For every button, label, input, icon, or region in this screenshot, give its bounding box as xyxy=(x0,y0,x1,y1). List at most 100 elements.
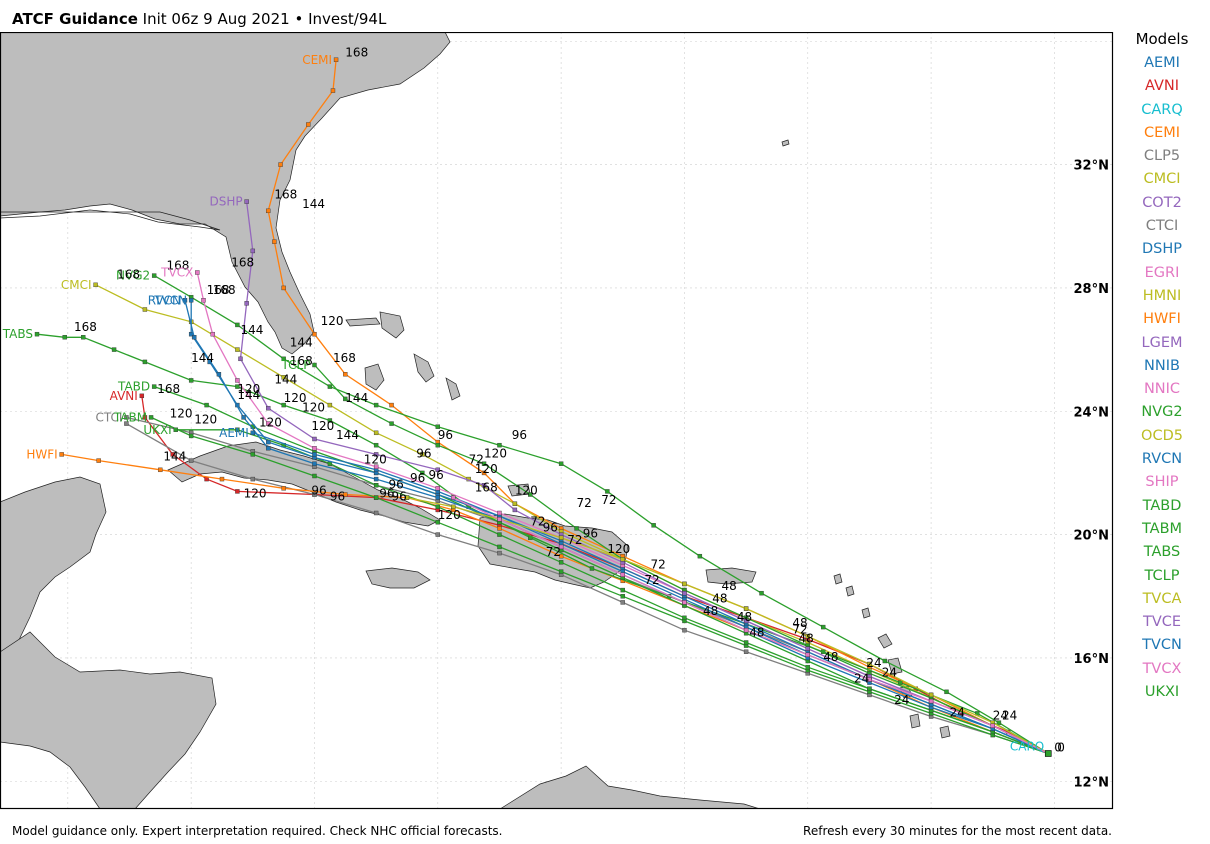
legend-item-tabm[interactable]: TABM xyxy=(1141,520,1183,537)
legend-item-tabd[interactable]: TABD xyxy=(1142,497,1182,514)
track-point xyxy=(312,331,317,337)
track-point xyxy=(743,618,749,624)
legend-item-ctci[interactable]: CTCI xyxy=(1145,218,1179,235)
forecast-hour-label: 96 xyxy=(330,490,345,504)
forecast-hour-label: 24 xyxy=(854,672,869,686)
legend-item-tvcx[interactable]: TVCX xyxy=(1142,660,1182,677)
legend-item-cot2[interactable]: COT2 xyxy=(1142,194,1182,211)
forecast-hour-label: 120 xyxy=(515,484,538,498)
track-point xyxy=(235,378,240,383)
track-ocd5[interactable] xyxy=(406,496,1049,755)
track-point xyxy=(389,421,394,426)
track-point xyxy=(928,698,934,704)
legend-item-tvcn[interactable]: TVCN xyxy=(1142,637,1182,654)
legend-item-ukxi[interactable]: UKXI xyxy=(1144,684,1180,701)
forecast-hour-label: 24 xyxy=(993,709,1008,723)
track-point xyxy=(81,335,86,340)
legend-item-carq[interactable]: CARQ xyxy=(1141,101,1183,118)
track-point xyxy=(312,446,317,451)
legend-item-lgem[interactable]: LGEM xyxy=(1141,334,1183,351)
track-point xyxy=(235,489,240,494)
track-point xyxy=(201,298,206,303)
forecast-hour-label: 168 xyxy=(333,351,356,365)
track-point xyxy=(278,162,283,167)
track-point xyxy=(558,560,564,565)
guidance-map[interactable]: 2448120120168AVNI72120144168CEMI4872120C… xyxy=(0,32,1114,810)
track-point xyxy=(188,378,194,383)
track-point xyxy=(589,566,595,571)
origin-hour-label: 0 xyxy=(1054,741,1062,755)
track-point xyxy=(250,430,256,436)
legend-item-cemi[interactable]: CEMI xyxy=(1143,124,1181,141)
track-point xyxy=(497,550,502,556)
forecast-hour-labels: 2448120120168AVNI72120144168CEMI4872120C… xyxy=(2,46,1065,757)
forecast-hour-label: 120 xyxy=(244,487,267,501)
legend-items: AEMI AVNI CARQ CEMI CLP5 CMCI COT2 CTCI DSHP EGRI… xyxy=(1118,52,1206,704)
track-point xyxy=(195,270,200,275)
landmass-bahamas-grand xyxy=(345,317,381,327)
landmass-puerto-rico xyxy=(705,567,757,585)
track-point xyxy=(497,510,502,516)
track-aemi[interactable] xyxy=(252,432,1049,755)
map-frame xyxy=(0,32,1114,810)
forecast-hour-label: 48 xyxy=(792,616,807,630)
track-model-label: TVCX xyxy=(160,266,193,280)
landmass-bahamas-andros xyxy=(364,363,385,391)
forecast-hour-label: 72 xyxy=(644,573,659,587)
track-point xyxy=(373,430,379,436)
forecast-hour-label: 72 xyxy=(469,453,484,467)
legend-item-cmci[interactable]: CMCI xyxy=(1143,171,1181,188)
legend-item-egri[interactable]: EGRI xyxy=(1144,264,1180,281)
legend-item-nvg2[interactable]: NVG2 xyxy=(1141,404,1183,421)
legend-item-tabs[interactable]: TABS xyxy=(1143,544,1181,561)
track-point xyxy=(605,489,610,494)
legend-item-ocd5[interactable]: OCD5 xyxy=(1141,427,1183,444)
legend-item-tclp[interactable]: TCLP xyxy=(1144,567,1180,584)
legend-item-dshp[interactable]: DSHP xyxy=(1141,241,1183,258)
legend-item-rvcn[interactable]: RVCN xyxy=(1141,451,1183,468)
track-model-label: AEMI xyxy=(219,426,249,440)
track-point xyxy=(481,461,487,466)
track-nvg2[interactable] xyxy=(153,275,1049,755)
forecast-hour-label: 168 xyxy=(290,354,313,368)
track-point xyxy=(250,476,256,482)
legend-item-ship[interactable]: SHIP xyxy=(1145,474,1179,491)
legend-item-tvce[interactable]: TVCE xyxy=(1142,614,1182,631)
landmass-bahamas-cat xyxy=(445,377,461,401)
track-point xyxy=(312,452,317,457)
landmass-jamaica xyxy=(365,567,431,589)
legend-item-hmni[interactable]: HMNI xyxy=(1142,287,1182,304)
forecast-hour-label: 144 xyxy=(345,391,368,405)
track-point xyxy=(990,723,995,728)
legend-item-clp5[interactable]: CLP5 xyxy=(1143,148,1181,165)
forecast-hour-label: 168 xyxy=(117,268,140,282)
forecast-hour-label: 72 xyxy=(651,558,666,572)
forecast-hour-label: 96 xyxy=(512,428,527,442)
landmass-south-america xyxy=(499,765,761,809)
model-tracks xyxy=(34,57,1051,756)
legend-item-nnic[interactable]: NNIC xyxy=(1143,381,1181,398)
track-point xyxy=(111,347,117,352)
track-point xyxy=(173,427,178,432)
latitude-label: 12°N xyxy=(1074,775,1109,790)
forecast-hour-label: 120 xyxy=(237,382,260,396)
landmass-mexico xyxy=(0,476,107,653)
track-point xyxy=(312,492,317,497)
legend-item-tvca[interactable]: TVCA xyxy=(1142,590,1182,607)
legend-item-avni[interactable]: AVNI xyxy=(1144,78,1180,95)
forecast-hour-label: 48 xyxy=(823,650,838,664)
track-cemi[interactable] xyxy=(267,59,1049,755)
track-point xyxy=(59,452,64,457)
legend-item-hwfi[interactable]: HWFI xyxy=(1143,311,1181,328)
forecast-hour-label: 168 xyxy=(475,480,498,494)
legend-item-nnib[interactable]: NNIB xyxy=(1144,357,1180,374)
track-point xyxy=(312,436,317,442)
track-tabm[interactable] xyxy=(150,416,1049,755)
track-point xyxy=(882,658,888,664)
forecast-hour-label: 72 xyxy=(530,514,545,528)
track-point xyxy=(312,461,317,466)
landmass-bahamas-eleuthera xyxy=(413,353,435,383)
track-point xyxy=(373,402,379,408)
landmass-lesser-antilles-4 xyxy=(909,713,921,729)
legend-item-aemi[interactable]: AEMI xyxy=(1144,55,1180,71)
